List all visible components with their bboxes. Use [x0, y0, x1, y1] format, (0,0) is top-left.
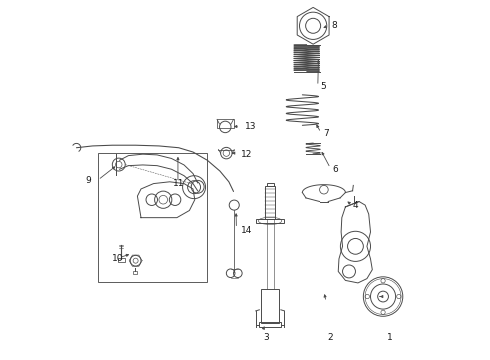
- Bar: [267, 183, 274, 186]
- Bar: [261, 289, 279, 323]
- Text: 9: 9: [85, 176, 91, 185]
- Text: 5: 5: [320, 82, 326, 91]
- Text: 12: 12: [241, 150, 252, 159]
- Text: 6: 6: [333, 165, 339, 174]
- Text: 2: 2: [327, 333, 333, 342]
- Text: 14: 14: [242, 226, 253, 235]
- Text: 11: 11: [173, 179, 185, 188]
- Bar: [98, 153, 207, 282]
- Text: 10: 10: [112, 255, 124, 264]
- Text: 4: 4: [353, 201, 358, 210]
- Text: 13: 13: [245, 122, 256, 131]
- Bar: [256, 219, 285, 223]
- Bar: [265, 186, 275, 219]
- Text: 8: 8: [331, 21, 337, 30]
- Bar: [133, 271, 137, 274]
- Text: 7: 7: [323, 129, 329, 138]
- Bar: [118, 258, 125, 262]
- Text: 1: 1: [387, 333, 392, 342]
- Text: 3: 3: [263, 333, 269, 342]
- Bar: [217, 120, 234, 129]
- Bar: [259, 321, 281, 327]
